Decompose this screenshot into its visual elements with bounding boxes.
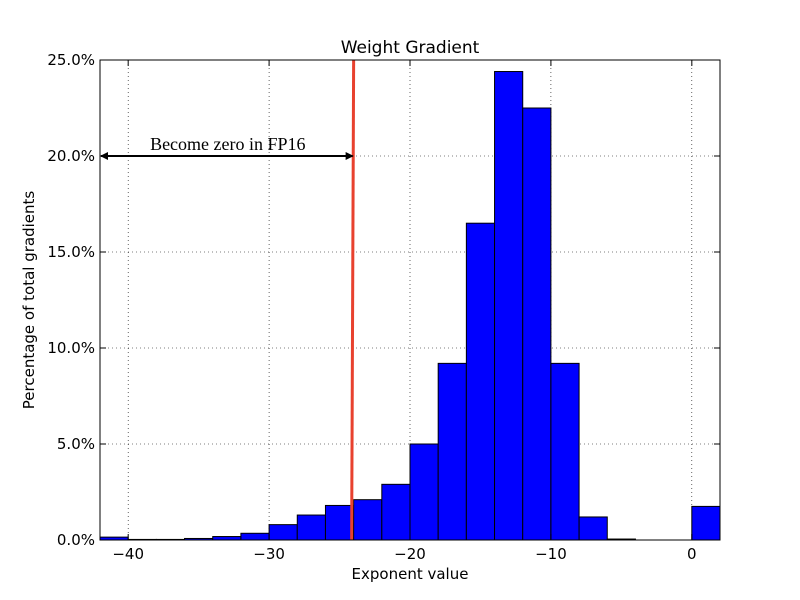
histogram-bar [240,532,270,541]
histogram-bar [296,514,326,541]
annotation-layer: Become zero in FP16 [100,59,356,541]
y-tick-label: 20.0% [47,147,95,165]
histogram-bar [381,483,411,541]
x-tick-label: 0 [687,545,697,563]
histogram-bar [268,524,298,541]
histogram-bar [578,516,608,541]
histogram-bar [522,107,552,541]
histogram-bar [465,222,496,541]
y-axis: 0.0% 5.0% 10.0% 15.0% 20.0% 25.0% [47,51,720,549]
y-axis-label: Percentage of total gradients [20,191,38,410]
histogram-bar [494,71,524,541]
x-tick-label: −10 [535,545,567,563]
x-tick-label: −20 [394,545,426,563]
y-tick-label: 25.0% [47,51,95,69]
y-tick-label: 10.0% [47,339,95,357]
x-axis-label: Exponent value [352,565,469,583]
histogram-bar [550,362,580,541]
y-tick-label: 15.0% [47,243,95,261]
histogram-bar [409,443,439,541]
histogram-bars [99,71,721,541]
histogram-bar [353,499,383,541]
annotation-text: Become zero in FP16 [150,134,305,154]
histogram-bar [324,504,355,541]
x-tick-label: −30 [253,545,285,563]
x-tick-label: −40 [112,545,144,563]
y-tick-label: 0.0% [57,531,95,549]
y-tick-label: 5.0% [57,435,95,453]
histogram-bar [212,536,242,541]
chart-title: Weight Gradient [341,38,480,58]
x-axis: −40 −30 −20 −10 0 [112,60,697,563]
histogram-bar [437,362,467,541]
histogram-bar [691,505,721,541]
fp16-threshold-line [350,59,356,541]
